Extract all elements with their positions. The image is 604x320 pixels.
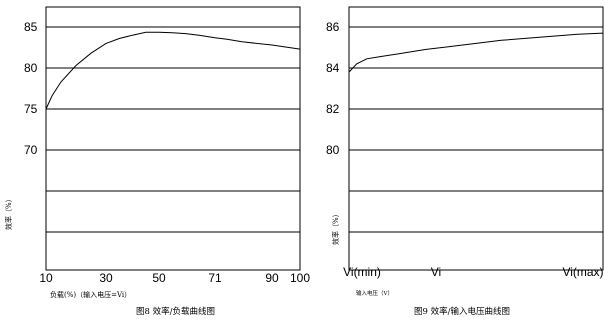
- chart2-x-tick-label: Vi: [431, 265, 441, 279]
- chart1-y-tick-label: 85: [24, 20, 38, 34]
- chart2-x-ticks: Vi(min) Vi Vi(max): [343, 265, 603, 279]
- efficiency-vs-load-chart: 85 80 75 70 10 30 50 71 90 100 效率（%） 负载(%)（输入电压=…: [4, 6, 310, 317]
- chart1-x-tick-label: 30: [99, 271, 113, 285]
- chart2-y-tick-label: 86: [326, 20, 340, 34]
- chart1-y-tick-label: 70: [24, 143, 38, 157]
- chart1-caption: 图8 效率/负载曲线图: [136, 306, 215, 317]
- chart2-series-line: [348, 32, 604, 73]
- chart2-x-tick-label: Vi(max): [562, 265, 603, 279]
- chart1-x-axis-label: 负载(%)（输入电压=Vi）: [50, 290, 131, 299]
- chart2-grid: [349, 26, 603, 233]
- chart2-plot-frame: [348, 6, 604, 271]
- chart1-plot-frame: [45, 6, 301, 271]
- chart1-series-line: [45, 31, 301, 155]
- chart1-x-tick-label: 100: [290, 271, 310, 285]
- chart1-x-ticks: 10 30 50 71 90 100: [39, 271, 310, 285]
- chart1-x-tick-label: 50: [152, 271, 166, 285]
- chart1-x-tick-label: 90: [265, 271, 279, 285]
- chart2-y-axis-label: 效率（%）: [331, 210, 340, 245]
- chart2-y-tick-label: 80: [326, 143, 340, 157]
- chart1-y-tick-label: 75: [24, 102, 38, 116]
- chart1-x-tick-label: 71: [208, 271, 222, 285]
- chart2-x-tick-label: Vi(min): [343, 265, 381, 279]
- chart1-y-axis-label: 效率（%）: [4, 195, 13, 230]
- chart1-grid: [46, 26, 300, 233]
- chart1-y-tick-label: 80: [24, 61, 38, 75]
- chart1-x-tick-label: 10: [39, 271, 53, 285]
- chart2-y-tick-label: 82: [326, 102, 340, 116]
- chart2-caption: 图9 效率/输入电压曲线图: [414, 306, 510, 317]
- chart2-y-tick-label: 84: [326, 61, 340, 75]
- chart1-y-ticks: 85 80 75 70: [24, 20, 38, 157]
- chart2-x-axis-label: 输入电压（V）: [356, 289, 393, 297]
- chart2-y-ticks: 86 84 82 80: [326, 20, 340, 157]
